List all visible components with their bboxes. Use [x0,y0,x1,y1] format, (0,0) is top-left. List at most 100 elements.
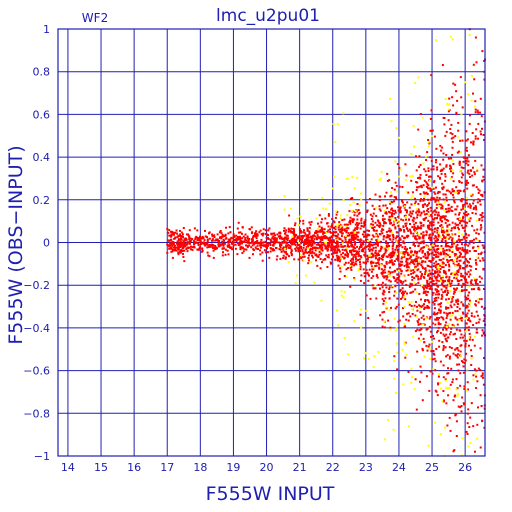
data-point [389,252,392,255]
data-point [403,215,406,217]
data-point [317,242,320,245]
data-point [446,424,449,427]
data-point [475,263,478,266]
data-point [463,339,466,342]
data-point [468,344,470,347]
data-point [410,284,413,287]
data-point [366,210,369,213]
data-point [427,141,430,144]
data-point [338,250,341,253]
data-point [457,284,460,286]
data-point [336,210,339,213]
data-point [377,252,380,255]
data-point [440,245,443,247]
data-point [354,262,357,265]
data-point [412,220,415,223]
data-point [332,123,335,125]
data-point [303,255,306,258]
data-point [419,193,422,195]
data-point [405,283,408,286]
data-point [332,230,335,233]
data-point [298,249,301,252]
data-point [470,282,473,285]
data-point [405,249,408,252]
data-point [394,226,397,229]
y-tick-label: −1 [34,450,50,463]
data-point [483,60,486,62]
data-point [390,229,393,232]
data-point [259,244,262,247]
data-point [482,175,485,178]
data-point [199,240,202,243]
data-point [450,239,453,242]
data-point [477,288,480,291]
data-point [452,190,455,193]
data-point [434,293,437,296]
data-point [364,262,367,265]
data-point [462,160,465,163]
data-point [374,193,377,196]
data-point [359,313,362,316]
data-point [427,274,430,277]
data-point [441,188,444,191]
data-point [299,215,302,218]
data-point [466,281,469,284]
data-point [355,251,358,254]
data-point [425,317,428,320]
data-point [375,206,378,209]
data-point [296,247,299,250]
data-point [463,403,466,406]
data-point [231,248,234,251]
data-point [273,241,276,244]
data-point [271,240,274,243]
data-point [273,232,276,235]
data-point [176,240,179,243]
data-point [431,322,434,325]
data-point [470,74,473,77]
data-point [434,209,437,212]
data-point [271,237,274,240]
data-point [472,166,474,169]
data-point [448,249,451,252]
data-point [430,109,433,112]
data-point [420,298,422,301]
data-point [426,264,429,267]
data-point [221,235,224,238]
data-point [345,227,348,229]
data-point [422,234,425,237]
data-point [417,323,420,326]
data-point [318,214,321,217]
data-point [426,193,429,195]
data-point [254,241,257,243]
data-point [461,396,464,399]
data-point [402,307,404,309]
data-point [168,229,171,232]
data-point [432,350,435,352]
data-point [428,226,431,229]
data-point [402,292,405,295]
data-point [432,291,435,294]
data-point [288,228,290,231]
data-point [236,253,239,256]
data-point [408,218,411,221]
data-point [382,271,385,274]
data-point [457,405,460,408]
data-point [449,167,451,170]
data-point [381,232,384,235]
data-point [464,276,466,279]
data-point [436,213,439,216]
data-point [446,230,449,233]
data-point [442,399,445,402]
data-point [345,268,348,271]
data-point [377,350,380,353]
data-point [427,187,429,190]
data-point [476,283,479,285]
data-point [451,381,454,384]
data-point [466,157,469,160]
data-point [474,105,476,108]
data-point [437,255,440,258]
data-point [369,248,372,251]
data-point [343,218,346,221]
data-point [298,237,301,240]
data-point [400,257,403,260]
